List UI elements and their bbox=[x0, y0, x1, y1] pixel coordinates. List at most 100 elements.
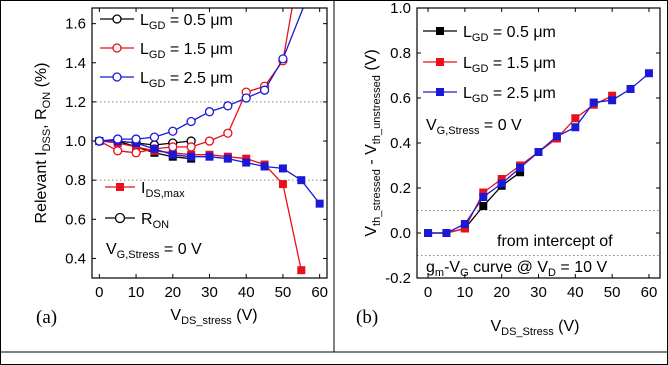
data-point bbox=[479, 188, 488, 197]
legend-item: RON bbox=[105, 211, 169, 231]
x-tick-label: 60 bbox=[311, 284, 328, 301]
data-point bbox=[297, 176, 306, 185]
data-point bbox=[204, 107, 215, 117]
marker-legend: IDS,max RON bbox=[105, 180, 185, 231]
legend-item: IDS,max bbox=[105, 180, 185, 200]
x-tick-label: 10 bbox=[128, 284, 145, 301]
legend-label: LGD = 1.5 μm bbox=[140, 41, 233, 61]
y-tick-label: 0.8 bbox=[390, 45, 411, 62]
y-tick-label: 0.4 bbox=[65, 250, 86, 267]
data-point bbox=[223, 101, 233, 111]
x-tick-label: 30 bbox=[201, 284, 218, 301]
legend-marker bbox=[116, 183, 124, 191]
x-tick-label: 20 bbox=[493, 284, 510, 301]
x-tick-label: 60 bbox=[641, 284, 658, 301]
legend-item: LGD = 2.5 μm bbox=[423, 85, 556, 105]
data-point bbox=[460, 220, 469, 228]
panel-label: (b) bbox=[356, 307, 378, 328]
y-tick-label: 0.0 bbox=[390, 225, 411, 242]
method-note-line1: from intercept of bbox=[497, 233, 613, 250]
legend-label: LGD = 2.5 μm bbox=[463, 85, 556, 105]
data-point bbox=[424, 229, 433, 237]
data-point bbox=[223, 154, 232, 163]
legend-marker bbox=[112, 72, 122, 82]
data-point bbox=[571, 114, 580, 123]
data-point bbox=[497, 179, 506, 188]
data-point bbox=[94, 136, 104, 146]
legend-item: LGD = 1.5 μm bbox=[423, 55, 556, 75]
data-point bbox=[242, 158, 251, 167]
data-point bbox=[297, 266, 306, 275]
y-tick-label: -0.2 bbox=[385, 270, 411, 287]
legend-label: LGD = 2.5 μm bbox=[140, 70, 233, 90]
series bbox=[424, 69, 653, 237]
data-point bbox=[608, 91, 617, 100]
legend-item: LGD = 0.5 μm bbox=[423, 24, 556, 44]
data-point bbox=[168, 150, 177, 159]
x-tick-label: 40 bbox=[238, 284, 255, 301]
panel-b: 0 10 20 30 40 50 60 -0.2 0.0 0.2 0.4 0.6 0.8 1.0 LGD … bbox=[356, 0, 661, 338]
axis-ticks: 0 10 20 30 40 50 60 -0.2 0.0 0.2 0.4 0.6 0.8 1.0 bbox=[385, 0, 660, 301]
x-tick-label: 10 bbox=[457, 284, 474, 301]
data-point bbox=[460, 224, 469, 233]
panel-label: (a) bbox=[36, 307, 57, 328]
y-tick-label: 1.6 bbox=[65, 16, 86, 33]
data-point bbox=[479, 193, 488, 201]
data-point bbox=[278, 164, 287, 173]
data-series bbox=[424, 69, 653, 237]
data-point bbox=[534, 148, 543, 156]
y-tick-label: 0.6 bbox=[65, 211, 86, 228]
legend-marker bbox=[436, 88, 444, 96]
stress-condition: VG,Stress = 0 V bbox=[426, 117, 522, 137]
legend-label: LGD = 0.5 μm bbox=[140, 12, 233, 32]
data-point bbox=[442, 229, 451, 237]
legend-label: IDS,max bbox=[141, 180, 185, 200]
legend-marker bbox=[114, 212, 126, 224]
x-tick-label: 0 bbox=[95, 284, 103, 301]
data-point bbox=[497, 175, 506, 183]
legend-label: LGD = 1.5 μm bbox=[463, 55, 556, 75]
data-point bbox=[260, 162, 269, 171]
data-point bbox=[516, 163, 525, 172]
data-series bbox=[94, 8, 324, 275]
data-point bbox=[278, 54, 288, 64]
x-tick-label: 20 bbox=[164, 284, 181, 301]
legend-item: LGD = 0.5 μm bbox=[100, 12, 233, 32]
y-tick-label: 1.0 bbox=[390, 0, 411, 17]
reference-lines bbox=[92, 101, 327, 181]
stress-condition: VG,Stress = 0 V bbox=[106, 241, 202, 261]
data-point bbox=[608, 96, 617, 105]
data-point bbox=[516, 168, 525, 177]
x-axis-title: VDS_Stress (V) bbox=[490, 318, 579, 338]
data-point bbox=[571, 123, 580, 132]
data-point bbox=[186, 116, 196, 127]
legend-label: RON bbox=[141, 211, 169, 231]
legend: LGD = 0.5 μm LGD = 1.5 μm LGD = 2.5 μm bbox=[423, 24, 556, 105]
data-point bbox=[131, 134, 141, 144]
method-note-line2: gm-VG curve @ VD = 10 V bbox=[426, 259, 607, 279]
data-point bbox=[204, 136, 215, 146]
legend-item: LGD = 2.5 μm bbox=[100, 70, 233, 90]
legend-marker bbox=[436, 58, 444, 66]
data-point bbox=[315, 199, 324, 208]
data-point bbox=[259, 85, 270, 95]
data-point bbox=[168, 126, 178, 136]
y-tick-label: 1.2 bbox=[65, 94, 86, 111]
y-tick-label: 0.6 bbox=[390, 90, 411, 107]
data-point bbox=[223, 128, 233, 138]
legend-label: LGD = 0.5 μm bbox=[463, 24, 556, 44]
data-point bbox=[644, 69, 653, 78]
series-line bbox=[428, 171, 521, 234]
data-point bbox=[186, 142, 196, 152]
data-point bbox=[187, 152, 196, 161]
data-point bbox=[149, 132, 160, 142]
data-point bbox=[241, 93, 251, 103]
x-tick-label: 50 bbox=[604, 284, 621, 301]
x-tick-label: 40 bbox=[567, 284, 584, 301]
axis-ticks: 0 10 20 30 40 50 60 0.4 0.6 0.8 1.0 1.2 1.4 1.6 bbox=[65, 8, 328, 301]
y-axis-title: Relevant IDSS, RON (%) bbox=[33, 63, 53, 224]
data-point bbox=[168, 142, 178, 152]
data-point bbox=[552, 132, 561, 141]
y-tick-label: 1.4 bbox=[65, 55, 86, 72]
